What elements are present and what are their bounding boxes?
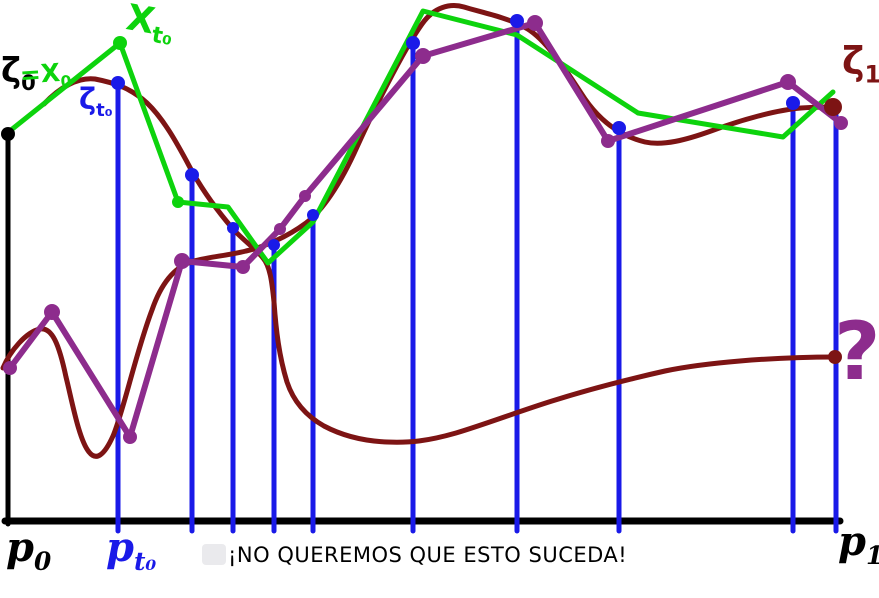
maroon-curve-true-lift	[0, 3, 834, 459]
purple-vertex-dot	[236, 260, 250, 274]
blue-sample-dot	[786, 96, 800, 110]
label-zeta-t0-main: ζ	[79, 82, 97, 116]
label-zeta-t0: ζt₀	[79, 85, 113, 120]
blue-sample-dot	[612, 121, 626, 135]
blue-sample-dot	[406, 36, 420, 50]
blue-sample-dot	[268, 239, 280, 251]
green-vertex-dot	[172, 196, 184, 208]
maroon-curve-falling-lift	[41, 76, 838, 445]
purple-vertex-dot	[174, 253, 190, 269]
label-equals-x0: =X0	[18, 58, 73, 93]
purple-vertex-dot	[299, 190, 311, 202]
purple-vertex-dot	[601, 134, 615, 148]
label-x-t0: Xt₀	[123, 0, 178, 51]
sample-dots	[1, 14, 848, 444]
label-zeta0: ζ0	[1, 54, 36, 93]
purple-vertex-dot	[780, 74, 796, 90]
label-zeta1-sub: 1	[864, 60, 879, 89]
label-p0-main: p	[6, 524, 34, 571]
label-p1-main: p	[838, 518, 866, 565]
purple-vertex-dot	[274, 223, 286, 235]
label-zeta-t0-sub: t₀	[96, 99, 113, 121]
blue-sample-dot	[307, 209, 319, 221]
label-zeta0-sub: 0	[21, 69, 36, 95]
maroon-end-dot-zeta1	[824, 98, 842, 116]
label-p-t0-main: p	[106, 524, 134, 571]
axes	[1, 128, 844, 527]
label-zeta1-main: ζ	[842, 39, 865, 83]
purple-vertex-dot	[123, 430, 137, 444]
purple-vertex-dot	[834, 116, 848, 130]
blue-sample-dot	[111, 76, 125, 90]
blue-sample-dot	[510, 14, 524, 28]
eraser-smudge	[202, 544, 226, 565]
purple-approx-polyline	[7, 20, 844, 440]
label-p1-sub: 1	[866, 541, 879, 570]
purple-vertex-dot	[527, 15, 543, 31]
label-equals-x0-sub: 0	[60, 72, 73, 91]
blue-sample-dot	[227, 222, 239, 234]
label-equals-x0-main: =X	[18, 58, 62, 90]
warning-text: ¡NO QUEREMOS QUE ESTO SUCEDA!	[228, 543, 628, 567]
green-vertex-dot	[113, 36, 127, 50]
label-p-t0-sub: t₀	[133, 547, 157, 576]
maroon-end-dot-wrong-sheet	[828, 350, 842, 364]
question-mark: ?	[834, 305, 879, 398]
purple-vertex-dot	[3, 361, 17, 375]
label-zeta1: ζ1	[842, 42, 879, 87]
label-p1: p1	[838, 522, 879, 569]
blue-sample-dot	[185, 168, 199, 182]
label-p-t0: pt₀	[106, 528, 156, 575]
purple-vertex-dot	[44, 304, 60, 320]
blue-sample-lines	[115, 18, 839, 534]
purple-vertex-dot	[415, 48, 431, 64]
label-p0: p0	[6, 528, 51, 575]
green-path-polyline	[3, 8, 836, 266]
black-start-dot	[1, 127, 15, 141]
label-zeta0-main: ζ	[1, 51, 22, 91]
label-p0-sub: 0	[33, 547, 52, 576]
